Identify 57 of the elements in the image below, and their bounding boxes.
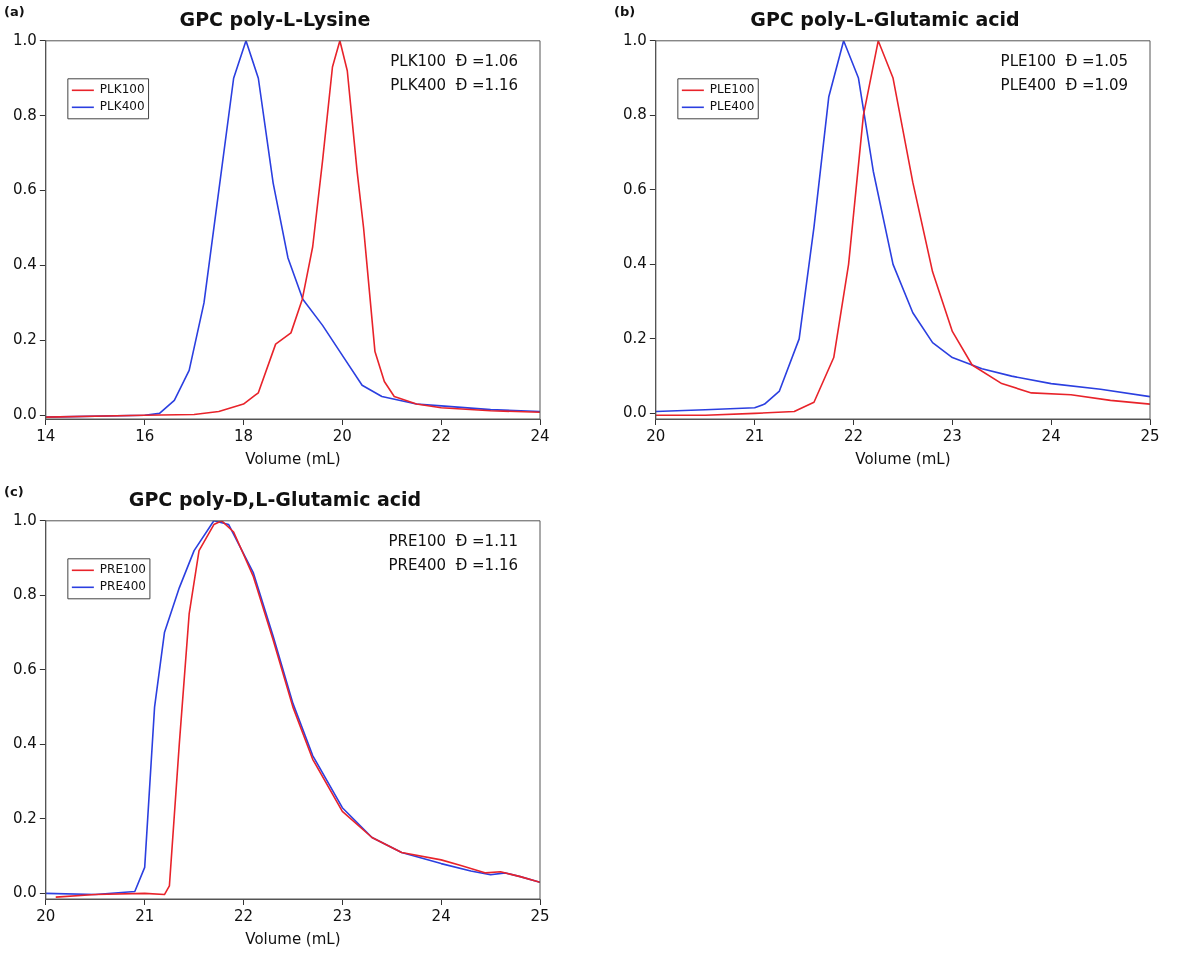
x-axis-title: Volume (mL) (855, 449, 951, 468)
x-tick-label: 22 (431, 426, 451, 445)
legend-label: PLK400 (99, 99, 145, 114)
y-tick-label: 0.8 (623, 105, 647, 124)
x-tick-label: 25 (1140, 426, 1160, 445)
x-tick-label: 14 (36, 426, 56, 445)
y-tick-label: 0.6 (13, 659, 37, 678)
x-tick-label: 20 (646, 426, 666, 445)
annotation: PLE100 Đ =1.05 (1000, 52, 1128, 71)
y-tick-label: 0.4 (13, 734, 37, 753)
legend-label: PLK100 (99, 82, 145, 97)
chart-title: GPC poly-D,L-Glutamic acid (128, 488, 422, 511)
x-tick-label: 21 (745, 426, 765, 445)
x-tick-label: 18 (233, 426, 254, 445)
chart-title: GPC poly-L-Lysine (179, 8, 371, 31)
x-tick-label: 20 (36, 906, 56, 925)
y-tick-label: 0.6 (13, 180, 37, 199)
x-tick-label: 21 (135, 906, 155, 925)
y-tick-label: 1.0 (623, 30, 647, 49)
x-tick-label: 22 (843, 426, 864, 445)
x-tick-label: 24 (1041, 426, 1061, 445)
x-axis-title: Volume (mL) (245, 929, 341, 948)
text: (a) (4, 3, 25, 19)
x-tick-label: 20 (332, 426, 352, 445)
y-tick-label: 0.0 (13, 883, 37, 902)
y-tick-label: 1.0 (13, 510, 37, 529)
x-tick-label: 23 (942, 426, 962, 445)
y-tick-label: 0.4 (623, 254, 647, 273)
y-tick-label: 0.4 (13, 255, 37, 274)
text: (b) (614, 3, 636, 19)
x-tick-label: 24 (431, 906, 451, 925)
legend-label: PRE400 (99, 579, 146, 594)
y-tick-label: 0.6 (623, 179, 647, 198)
y-tick-label: 0.0 (623, 403, 647, 422)
y-tick-label: 1.0 (13, 30, 37, 49)
annotation: PLK400 Đ =1.16 (390, 76, 518, 95)
annotation: PLE400 Đ =1.09 (1000, 76, 1128, 95)
chart-title: GPC poly-L-Glutamic acid (750, 8, 1020, 31)
annotation: PRE400 Đ =1.16 (388, 556, 518, 575)
y-tick-label: 0.8 (13, 105, 37, 124)
x-tick-label: 22 (233, 906, 254, 925)
x-tick-label: 25 (530, 906, 550, 925)
x-tick-label: 16 (135, 426, 155, 445)
legend-label: PLE100 (709, 82, 755, 97)
y-tick-label: 0.2 (623, 328, 647, 347)
x-tick-label: 24 (530, 426, 550, 445)
annotation: PRE100 Đ =1.11 (388, 532, 518, 551)
annotation: PLK100 Đ =1.06 (390, 52, 518, 71)
x-axis-title: Volume (mL) (245, 449, 341, 468)
y-tick-label: 0.8 (13, 585, 37, 604)
text: (c) (4, 483, 24, 499)
legend-label: PLE400 (709, 99, 755, 114)
y-tick-label: 0.2 (13, 330, 37, 349)
y-tick-label: 0.2 (13, 808, 37, 827)
legend-label: PRE100 (99, 562, 146, 577)
y-tick-label: 0.0 (13, 405, 37, 424)
x-tick-label: 23 (332, 906, 352, 925)
